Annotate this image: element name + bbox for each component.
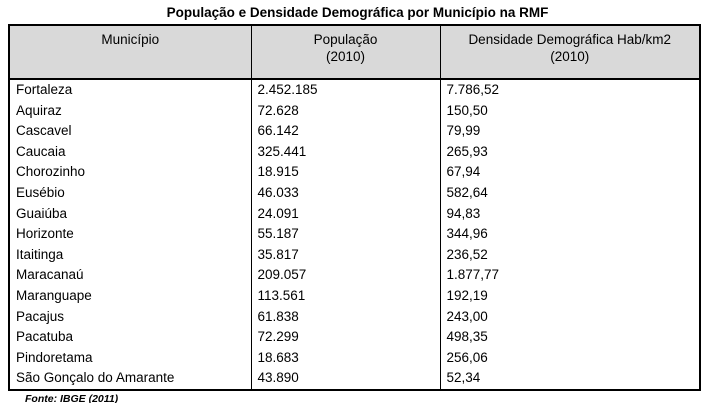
header-row: Município População (2010) Densidade Dem… (9, 25, 700, 80)
header-populacao-line1: População (313, 32, 378, 47)
cell-populacao: 43.890 (250, 368, 440, 390)
table-row: Eusébio 46.033 582,64 (9, 182, 700, 204)
cell-populacao: 325.441 (250, 141, 440, 163)
cell-municipio: Eusébio (16, 184, 65, 200)
data-table: Município População (2010) Densidade Dem… (8, 24, 701, 391)
cell-densidade: 344,96 (439, 224, 700, 245)
cell-densidade: 265,93 (439, 141, 700, 163)
table-row: Caucaia 325.441 265,93 (9, 141, 700, 163)
cell-populacao: 113.561 (250, 285, 440, 307)
cell-densidade: 150,50 (439, 100, 700, 122)
cell-municipio: Aquiraz (16, 102, 62, 118)
header-densidade-line2: (2010) (550, 49, 590, 64)
table-row: Chorozinho 18.915 67,94 (9, 162, 700, 183)
cell-densidade: 192,19 (439, 285, 700, 307)
cell-densidade: 243,00 (439, 306, 700, 328)
table-row: São Gonçalo do Amarante 43.890 52,34 (9, 368, 700, 390)
table-row: Maranguape 113.561 192,19 (9, 285, 700, 307)
cell-densidade: 1.877,77 (439, 265, 700, 286)
cell-populacao: 35.817 (250, 244, 440, 266)
header-municipio-label: Município (101, 32, 160, 47)
header-municipio: Município (9, 25, 251, 80)
cell-populacao: 61.838 (250, 306, 440, 328)
table-row: Pacatuba 72.299 498,35 (9, 327, 700, 348)
table-row: Aquiraz 72.628 150,50 (9, 100, 700, 122)
table-row: Guaiúba 24.091 94,83 (9, 203, 700, 225)
cell-municipio: Guaiúba (16, 205, 68, 221)
table-row: Horizonte 55.187 344,96 (9, 224, 700, 245)
cell-municipio: Cascavel (16, 123, 72, 139)
cell-populacao: 72.299 (250, 327, 440, 348)
cell-municipio: Chorozinho (16, 164, 86, 180)
cell-densidade: 67,94 (439, 162, 700, 183)
cell-municipio: Pacatuba (16, 329, 74, 345)
cell-populacao: 18.683 (250, 347, 440, 369)
header-populacao-line2: (2010) (325, 49, 366, 64)
cell-municipio: Pindoretama (16, 349, 93, 365)
cell-municipio: Pacajus (16, 308, 65, 324)
cell-densidade: 79,99 (439, 121, 700, 142)
cell-populacao: 209.057 (250, 265, 440, 286)
cell-densidade: 256,06 (439, 347, 700, 369)
cell-municipio: Itaitinga (16, 246, 64, 262)
source-note: Fonte: IBGE (2011) (25, 392, 119, 403)
header-densidade-line1: Densidade Demográfica Hab/km2 (468, 32, 672, 47)
table-row: Maracanaú 209.057 1.877,77 (9, 265, 700, 286)
cell-populacao: 24.091 (250, 203, 440, 225)
cell-densidade: 7.786,52 (439, 79, 700, 101)
table-row: Itaitinga 35.817 236,52 (9, 244, 700, 266)
cell-municipio: Caucaia (16, 143, 66, 159)
cell-densidade: 236,52 (439, 244, 700, 266)
table-row: Pacajus 61.838 243,00 (9, 306, 700, 328)
table-row: Pindoretama 18.683 256,06 (9, 347, 700, 369)
cell-municipio: São Gonçalo do Amarante (16, 370, 175, 386)
cell-populacao: 46.033 (250, 182, 440, 204)
cell-municipio: Maranguape (16, 287, 92, 303)
cell-densidade: 498,35 (439, 327, 700, 348)
cell-populacao: 2.452.185 (250, 79, 440, 101)
table-row: Cascavel 66.142 79,99 (9, 121, 700, 142)
header-populacao: População (2010) (250, 25, 440, 80)
cell-densidade: 52,34 (439, 368, 700, 390)
cell-municipio: Maracanaú (16, 267, 84, 283)
cell-municipio: Horizonte (16, 226, 74, 242)
cell-densidade: 582,64 (439, 182, 700, 204)
table-row: Fortaleza 2.452.185 7.786,52 (9, 79, 700, 101)
cell-densidade: 94,83 (439, 203, 700, 225)
cell-municipio: Fortaleza (16, 82, 73, 97)
page-title: População e Densidade Demográfica por Mu… (166, 5, 549, 20)
cell-populacao: 18.915 (250, 162, 440, 183)
cell-populacao: 72.628 (250, 100, 440, 122)
cell-populacao: 55.187 (250, 224, 440, 245)
cell-populacao: 66.142 (250, 121, 440, 142)
header-densidade: Densidade Demográfica Hab/km2 (2010) (439, 25, 700, 80)
